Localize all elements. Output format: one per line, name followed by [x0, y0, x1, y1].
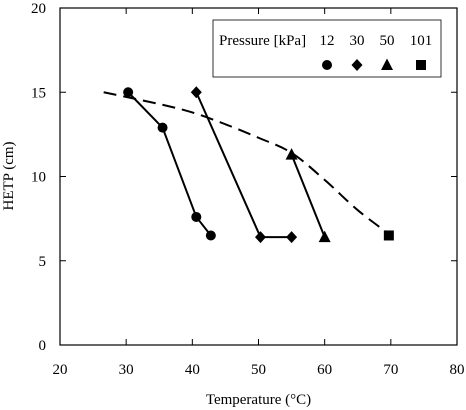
series-markers	[123, 86, 394, 244]
legend-label-50: 50	[380, 33, 395, 49]
x-tick-label-30: 30	[119, 362, 134, 378]
point-30-2	[286, 231, 298, 244]
point-30-1	[254, 231, 266, 244]
y-tick-label-5: 5	[39, 254, 47, 270]
point-12-1	[157, 122, 168, 133]
x-tick-label-40: 40	[185, 362, 200, 378]
axis-tick-labels: 20 30 40 50 60 70 80 0 5 10 15 20	[31, 1, 465, 378]
y-axis-label: HETP (cm)	[1, 141, 17, 210]
legend-marker-square	[416, 60, 426, 70]
point-30-0	[190, 86, 202, 99]
x-axis-label: Temperature (°C)	[206, 392, 311, 408]
x-tick-label-60: 60	[317, 362, 332, 378]
y-tick-label-0: 0	[39, 338, 47, 354]
series-line-30	[195, 91, 292, 239]
y-tick-label-20: 20	[31, 1, 46, 17]
legend-label-101: 101	[410, 33, 433, 49]
legend-label-12: 12	[320, 33, 335, 49]
series-lines	[127, 91, 326, 239]
point-12-0	[123, 87, 134, 98]
y-tick-label-10: 10	[31, 170, 46, 186]
point-12-3	[205, 230, 216, 241]
legend-marker-circle	[322, 60, 332, 70]
dashed-trend-line	[103, 91, 390, 235]
x-tick-label-70: 70	[383, 362, 398, 378]
legend-marker-triangle	[381, 58, 393, 70]
x-tick-label-20: 20	[53, 362, 68, 378]
point-50-0	[285, 148, 298, 160]
series-line-12	[127, 91, 212, 237]
legend-title: Pressure [kPa]	[219, 33, 306, 49]
x-tick-label-50: 50	[251, 362, 266, 378]
series-line-50	[290, 154, 326, 238]
axis-ticks	[59, 7, 458, 346]
legend: Pressure [kPa] 12 30 50 101	[212, 19, 442, 78]
legend-marker-diamond	[351, 59, 363, 71]
point-101-0	[383, 230, 394, 241]
y-tick-label-15: 15	[31, 85, 46, 101]
point-12-2	[191, 211, 202, 222]
legend-entries: 12 30 50 101	[320, 33, 433, 71]
point-50-1	[318, 230, 331, 243]
x-tick-label-80: 80	[450, 362, 465, 378]
legend-label-30: 30	[350, 33, 365, 49]
trend-line-path	[103, 91, 390, 235]
